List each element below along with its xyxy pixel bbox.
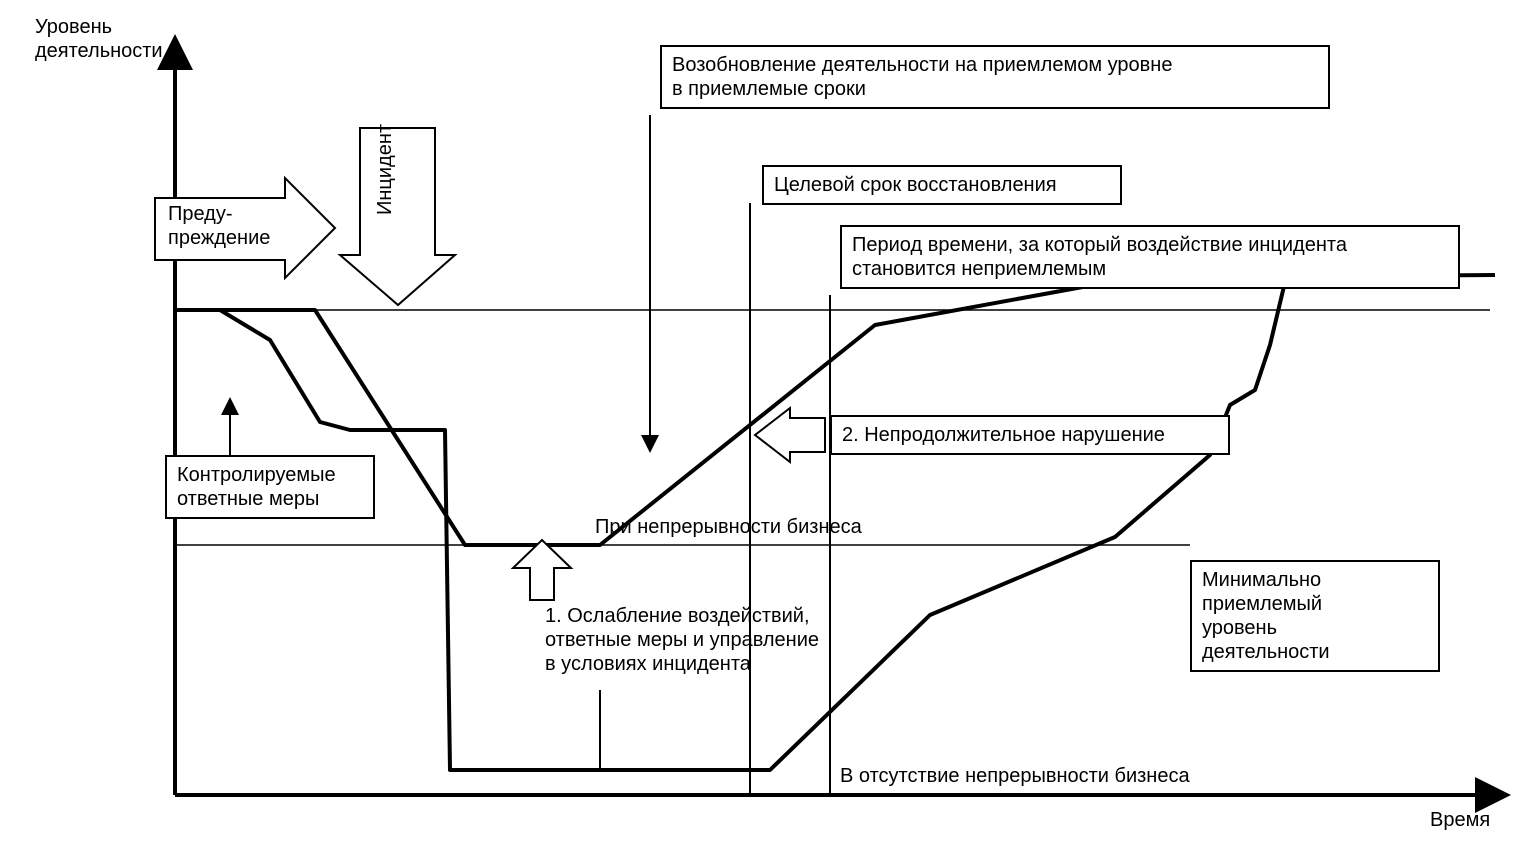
box-resume-activity: Возобновление деятельности на приемлемом…: [660, 45, 1330, 109]
incident-label: Инцидент: [373, 124, 397, 215]
incident-block-arrow: [340, 128, 455, 305]
box-impact-period: Период времени, за который воздействие и…: [840, 225, 1460, 289]
box-controlled-response: Контролируемыеответные меры: [165, 455, 375, 519]
box-short-disruption-text: 2. Непродолжительное нарушение: [842, 424, 1165, 446]
box-target-recovery: Целевой срок восстановления: [762, 165, 1122, 205]
box-impact-period-text: Период времени, за который воздействие и…: [852, 234, 1347, 280]
box-target-recovery-text: Целевой срок восстановления: [774, 174, 1057, 196]
diagram-svg: [0, 0, 1533, 852]
box-min-acceptable-text: Минимальноприемлемыйуровеньдеятельности: [1202, 569, 1330, 663]
short-disruption-left-arrow: [755, 408, 825, 462]
box-min-acceptable: Минимальноприемлемыйуровеньдеятельности: [1190, 560, 1440, 672]
x-axis-label: Время: [1430, 808, 1490, 832]
with-bcm-label: При непрерывности бизнеса: [595, 515, 862, 539]
box-resume-activity-text: Возобновление деятельности на приемлемом…: [672, 54, 1172, 100]
point1-up-arrow: [513, 540, 571, 600]
without-bcm-label: В отсутствие непрерывности бизнеса: [840, 764, 1190, 788]
prevention-label: Преду-преждение: [168, 202, 270, 250]
y-axis-label: Уровеньдеятельности: [35, 15, 163, 63]
box-controlled-response-text: Контролируемыеответные меры: [177, 464, 336, 510]
diagram-canvas: Уровеньдеятельности Время Возобновление …: [0, 0, 1533, 852]
box-short-disruption: 2. Непродолжительное нарушение: [830, 415, 1230, 455]
point1-label: 1. Ослабление воздействий,ответные меры …: [545, 604, 819, 676]
